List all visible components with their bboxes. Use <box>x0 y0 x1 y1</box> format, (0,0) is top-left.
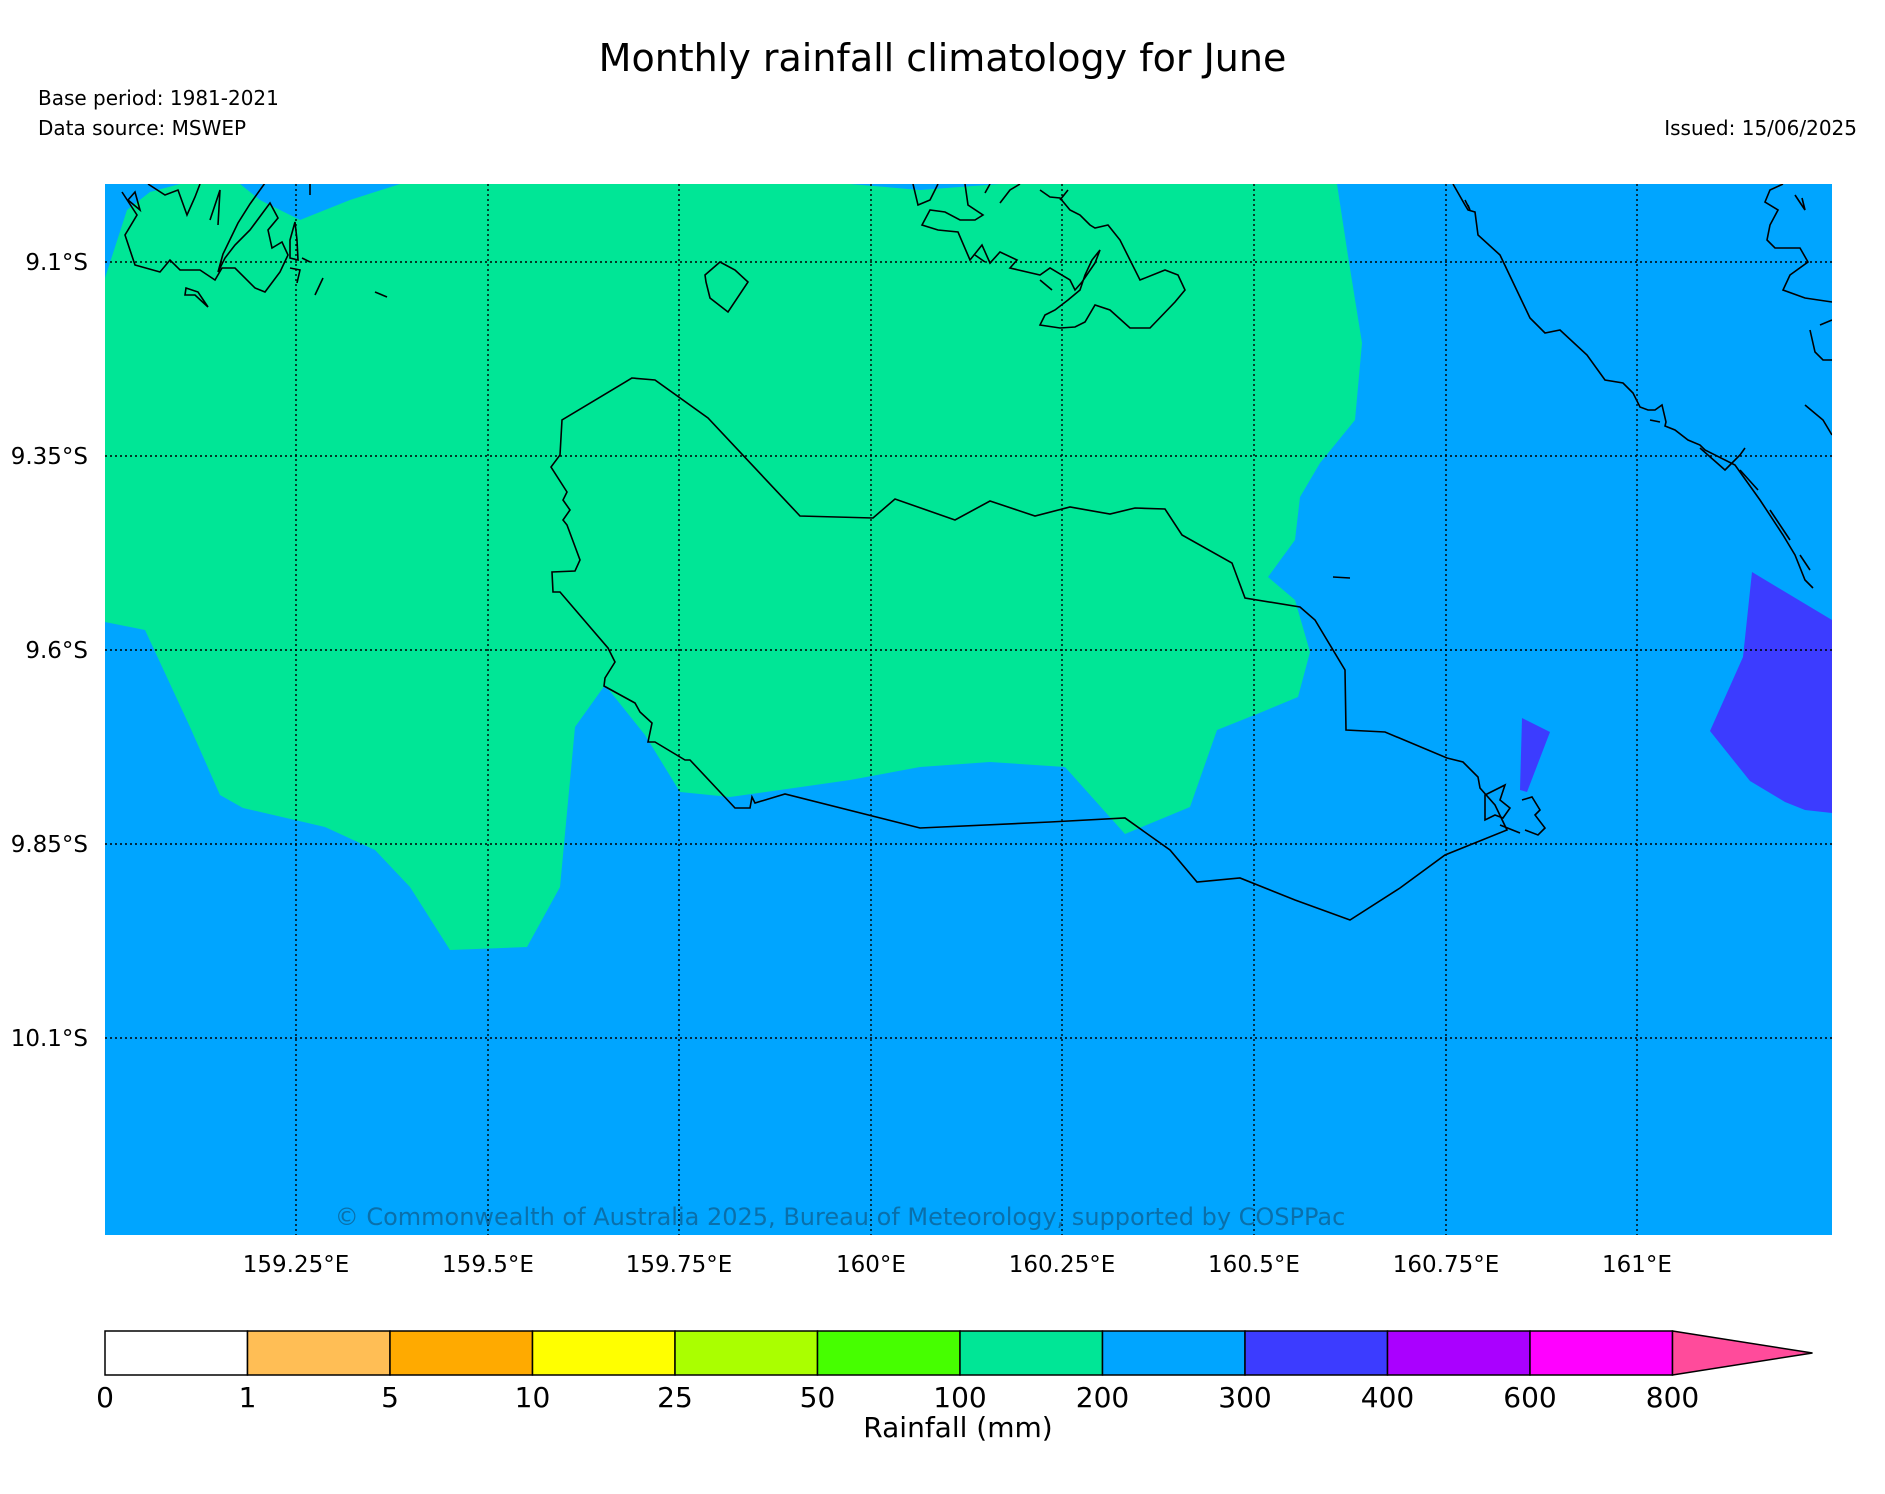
colorbar-tick-label: 600 <box>1503 1381 1556 1414</box>
latitude-label: 9.85°S <box>11 832 88 858</box>
colorbar-segment <box>104 1330 249 1376</box>
longitude-label: 159.5°E <box>442 1252 534 1278</box>
rainfall-field <box>105 184 1832 1235</box>
longitude-label: 160.75°E <box>1393 1252 1500 1278</box>
rainfall-band-300-400-islet <box>1520 718 1550 792</box>
colorbar-tick-label: 5 <box>381 1381 399 1414</box>
rainfall-band-100-200 <box>105 184 1362 950</box>
colorbar-tick-label: 100 <box>933 1381 986 1414</box>
colorbar-extend-arrow <box>1671 1330 1813 1376</box>
colorbar-tick-labels: 0 1 5 10 25 50 100 200 300 400 600 800 <box>96 1381 1699 1414</box>
rainfall-band-300-400-east <box>1710 572 1832 813</box>
colorbar-segment <box>1101 1330 1246 1376</box>
latitude-label: 10.1°S <box>11 1026 88 1052</box>
colorbar-segment <box>1244 1330 1389 1376</box>
colorbar-tick-label: 1 <box>239 1381 257 1414</box>
base-period-text: Base period: 1981-2021 <box>38 86 279 110</box>
colorbar-segment <box>816 1330 961 1376</box>
copyright-watermark: © Commonwealth of Australia 2025, Bureau… <box>335 1203 1346 1231</box>
data-source-text: Data source: MSWEP <box>38 116 247 140</box>
longitude-labels: 159.25°E 159.5°E 159.75°E 160°E 160.25°E 160.… <box>243 1252 1672 1278</box>
latitude-labels: 9.1°S 9.35°S 9.6°S 9.85°S 10.1°S <box>11 250 88 1052</box>
longitude-label: 159.75°E <box>626 1252 733 1278</box>
colorbar-segment <box>674 1330 819 1376</box>
longitude-label: 160.25°E <box>1009 1252 1116 1278</box>
latitude-label: 9.6°S <box>25 638 88 664</box>
colorbar-segment <box>1386 1330 1531 1376</box>
colorbar-label: Rainfall (mm) <box>863 1411 1052 1444</box>
longitude-label: 160.5°E <box>1208 1252 1300 1278</box>
colorbar-segment <box>959 1330 1104 1376</box>
colorbar-tick-label: 25 <box>657 1381 693 1414</box>
issued-date-text: Issued: 15/06/2025 <box>1664 116 1857 140</box>
colorbar-segment <box>246 1330 391 1376</box>
colorbar-segment <box>531 1330 676 1376</box>
longitude-label: 161°E <box>1602 1252 1672 1278</box>
colorbar <box>104 1330 1813 1376</box>
colorbar-tick-label: 800 <box>1646 1381 1699 1414</box>
longitude-label: 159.25°E <box>243 1252 350 1278</box>
latitude-label: 9.1°S <box>25 250 88 276</box>
colorbar-tick-label: 0 <box>96 1381 114 1414</box>
colorbar-segment <box>389 1330 534 1376</box>
colorbar-tick-label: 200 <box>1076 1381 1129 1414</box>
colorbar-segment <box>1529 1330 1674 1376</box>
colorbar-tick-label: 400 <box>1361 1381 1414 1414</box>
colorbar-tick-label: 10 <box>515 1381 551 1414</box>
chart-title: Monthly rainfall climatology for June <box>598 36 1287 80</box>
latitude-label: 9.35°S <box>11 444 88 470</box>
longitude-label: 160°E <box>836 1252 906 1278</box>
colorbar-tick-label: 50 <box>800 1381 836 1414</box>
graticule <box>105 184 1832 1235</box>
coastlines <box>121 184 1832 921</box>
colorbar-tick-label: 300 <box>1218 1381 1271 1414</box>
